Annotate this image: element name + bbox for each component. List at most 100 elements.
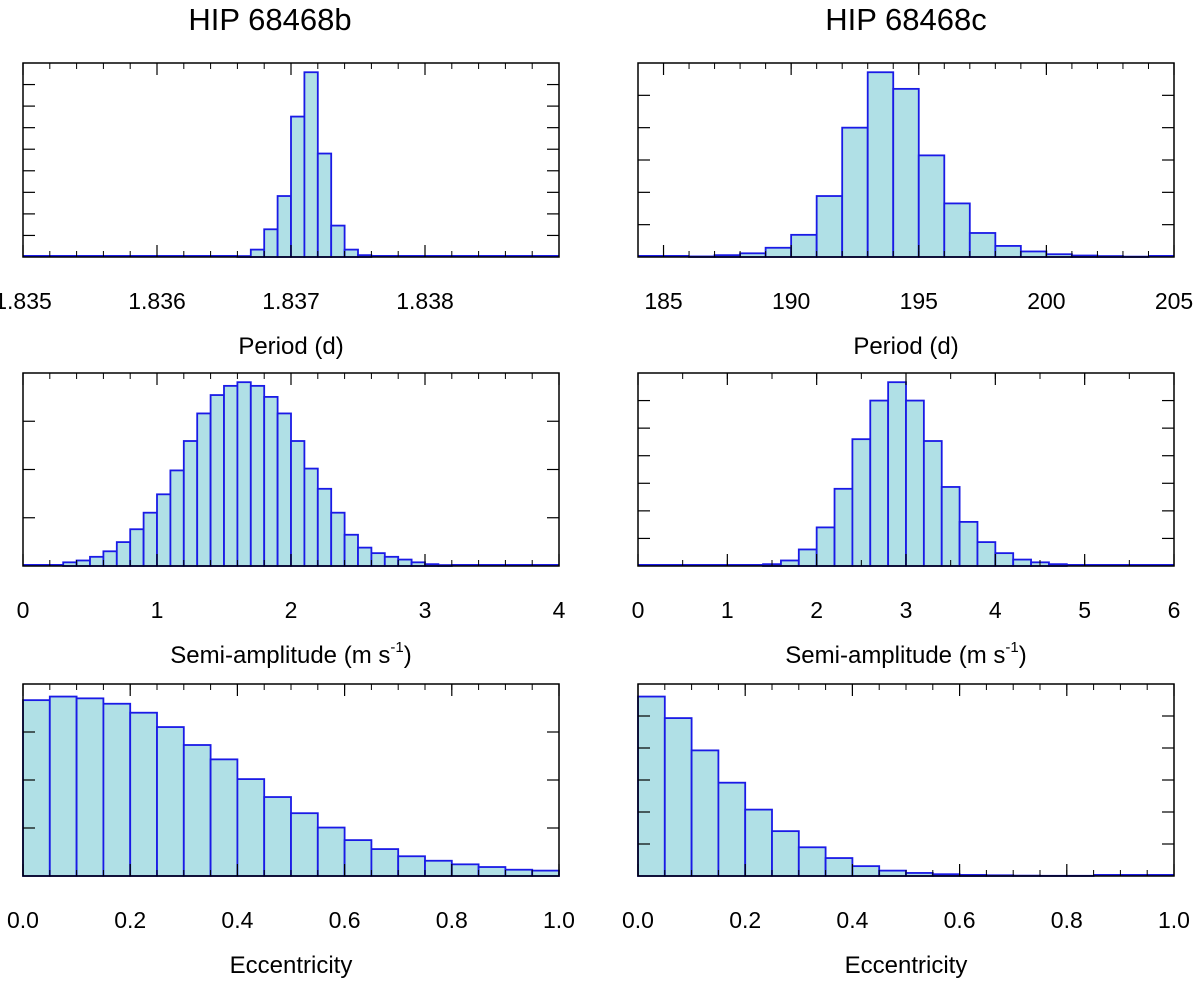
histogram-bar [236,381,252,567]
histogram-bar [958,520,979,567]
histogram-bar [504,868,534,877]
histogram-bar [383,555,400,567]
x-tick-label: 6 [1168,597,1181,623]
x-tick-label: 3 [419,597,432,623]
x-tick-label: 190 [772,288,810,314]
x-tick-label: 2 [810,597,823,623]
histogram-bar [236,778,266,877]
x-tick-label: 2 [285,597,298,623]
x-tick-label: 185 [644,288,682,314]
col-title-b: HIP 68468b [188,2,352,37]
x-axis-label: Eccentricity [230,952,353,979]
histogram-bar [869,399,890,567]
histogram-bar [263,228,279,258]
histogram-bar [276,195,292,258]
histogram-bar [89,555,105,567]
histogram-bar [851,865,881,877]
x-tick-label: 0.0 [622,907,654,933]
x-tick-label: 195 [900,288,938,314]
histogram-bar [1019,250,1048,258]
histogram-bar [156,726,185,877]
histogram-bar [169,469,185,567]
histogram-bar [887,381,907,567]
histogram-bar [75,559,91,567]
x-tick-label: 0.8 [436,907,468,933]
histogram-bar [249,248,266,258]
histogram-bar [531,869,560,877]
panel-b-amp: 0 1 2 3 4 Semi-amplitude (m s-1) [17,372,566,669]
histogram-bar [815,195,844,258]
x-axis-label: Period (d) [853,333,958,360]
histogram-bar [976,541,997,567]
histogram-bar [968,232,997,258]
histogram-bar [797,548,818,567]
histogram-bar [330,511,346,567]
histogram-bar [866,71,895,258]
histogram-bar [75,697,105,877]
histogram-bar [833,487,854,567]
x-tick-label: 0.8 [1051,907,1083,933]
histogram-bar [182,744,212,877]
x-tick-label: 200 [1027,288,1065,314]
histogram-bar [717,781,747,877]
histogram-bar [841,126,869,258]
x-tick-label: 0 [17,597,30,623]
histogram-bar [994,245,1022,258]
histogram-bar [343,248,359,258]
histogram-bar [303,71,319,258]
x-tick-label: 205 [1155,288,1193,314]
x-tick-label: 0.2 [114,907,146,933]
histogram-bar [357,546,373,567]
histogram-bar [343,839,373,877]
x-tick-label: 0.6 [329,907,361,933]
x-tick-label: 0.6 [944,907,976,933]
histogram-bar [102,550,118,567]
histogram-bar [22,699,51,877]
histogram-bar [316,826,346,877]
histogram-bar [815,526,836,567]
histogram-bar [209,758,239,877]
histogram-bar [851,438,872,567]
histogram-bar [370,552,386,567]
histogram-bar [994,552,1015,567]
x-tick-label: 5 [1078,597,1091,623]
histogram-bar [102,702,132,877]
histogram-bar [477,866,507,877]
histogram-bar [48,695,78,877]
x-tick-label: 1.0 [543,907,575,933]
histogram-bar [209,394,225,567]
x-tick-label: 1.837 [262,288,320,314]
x-axis-label: Period (d) [238,333,343,360]
x-tick-label: 4 [553,597,566,623]
x-tick-label: 4 [989,597,1002,623]
histogram-bar [115,541,132,567]
histogram-bar [780,559,800,567]
histogram-bar [182,440,199,567]
panel-b-period: 1.835 1.836 1.837 1.838 Period (d) [0,62,560,360]
x-tick-label: 0.4 [221,907,253,933]
histogram-bar [276,412,292,567]
histogram-bar [129,528,145,567]
histogram-bar [290,812,319,877]
x-tick-label: 0 [632,597,645,623]
histogram-bar [917,154,946,258]
histogram-bar [424,859,453,877]
panel-c-amp: 0 1 2 3 4 5 6 Semi-amplitude (m s-1) [632,372,1181,669]
histogram-bar [397,558,413,567]
histogram-bar [940,486,961,567]
histogram-bar [263,395,279,567]
histogram-bar [397,855,426,877]
histogram-bar [330,224,346,258]
histogram-bar [142,511,158,567]
histogram-bar [303,467,319,567]
histogram-bar [764,246,793,258]
histogram-bar [1012,558,1032,567]
x-tick-label: 0.2 [729,907,761,933]
histogram-bar [790,233,818,258]
histogram-bar [905,399,925,567]
histogram-bar [223,384,239,567]
x-tick-label: 1.836 [128,288,186,314]
histogram-bar [316,487,333,567]
x-tick-label: 1.838 [396,288,454,314]
